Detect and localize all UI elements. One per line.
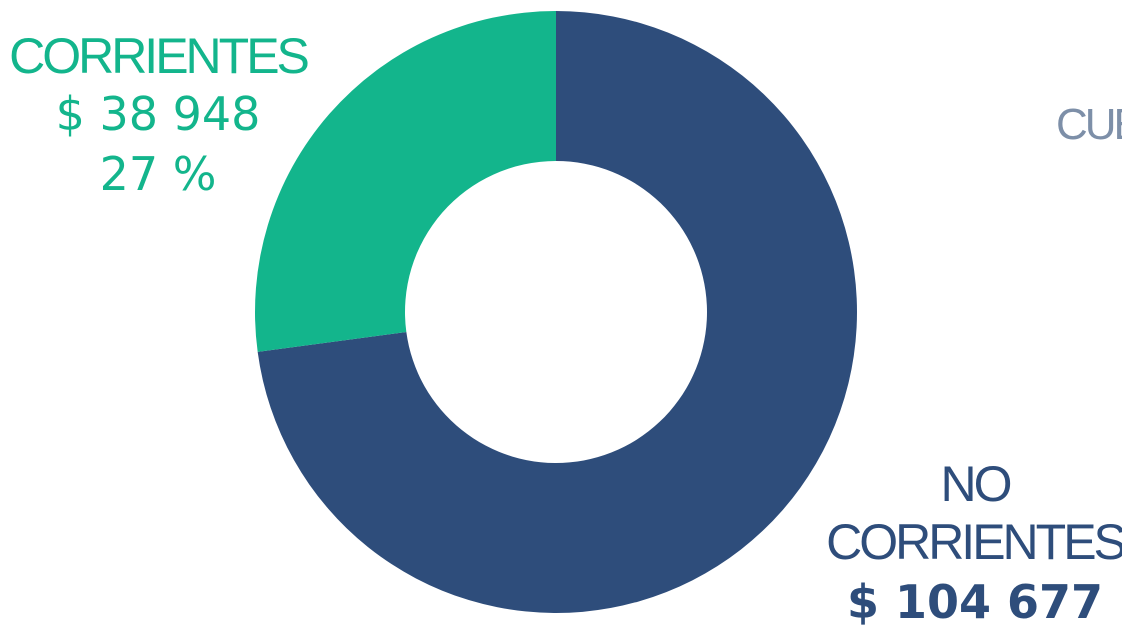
label-corrientes-value: $ 38 948 <box>55 87 261 141</box>
label-no-corrientes: NO CORRIENTES $ 104 677 <box>825 455 1122 630</box>
donut-slice-corrientes <box>254 11 556 352</box>
label-no-corrientes-value: $ 104 677 <box>846 575 1104 629</box>
label-no-corrientes-name-line2: CORRIENTES <box>826 514 1122 570</box>
donut-slice-no-corrientes <box>257 11 857 613</box>
label-no-corrientes-name-line1: NO <box>940 456 1013 512</box>
label-corrientes-percent: 27 % <box>99 147 217 201</box>
label-corrientes-name: CORRIENTES <box>9 28 310 84</box>
partial-label: CUE <box>1056 100 1122 149</box>
label-corrientes: CORRIENTES $ 38 948 27 % <box>8 28 310 204</box>
